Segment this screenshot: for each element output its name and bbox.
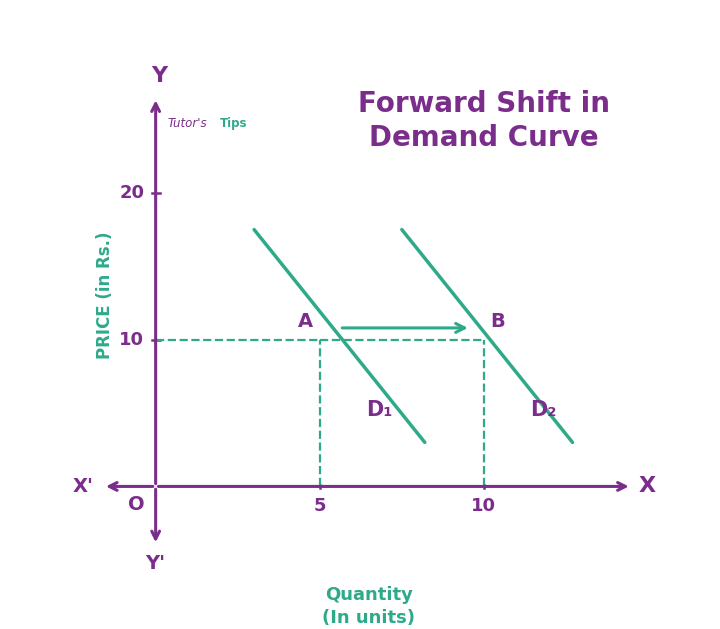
Text: D₂: D₂ <box>530 400 556 420</box>
Text: 20: 20 <box>119 184 144 202</box>
Text: D₁: D₁ <box>366 400 392 420</box>
Text: 5: 5 <box>313 497 326 515</box>
Text: X': X' <box>72 477 94 496</box>
Text: Tips: Tips <box>220 116 247 130</box>
Text: B: B <box>490 312 505 331</box>
Text: X: X <box>638 476 655 496</box>
Text: 10: 10 <box>472 497 496 515</box>
Text: Y: Y <box>151 66 167 86</box>
Text: O: O <box>127 495 144 515</box>
Text: Quantity
(In units): Quantity (In units) <box>323 586 415 627</box>
Text: A: A <box>298 312 313 331</box>
Text: 10: 10 <box>119 331 144 348</box>
Text: Forward Shift in
Demand Curve: Forward Shift in Demand Curve <box>358 90 610 152</box>
Text: Tutor's: Tutor's <box>167 116 207 130</box>
Text: Y': Y' <box>145 554 166 573</box>
Text: PRICE (in Rs.): PRICE (in Rs.) <box>96 232 114 359</box>
